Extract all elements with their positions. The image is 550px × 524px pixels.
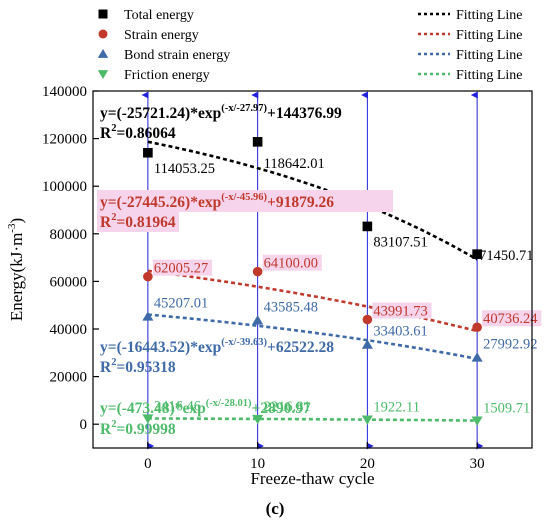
legend-fit-label: Fitting Line (456, 68, 523, 83)
data-point (252, 414, 264, 425)
y-tick-label: 100000 (42, 179, 87, 195)
data-label: 114053.25 (154, 161, 215, 177)
legend: Total energy Fitting Line Strain energy Fit… (97, 8, 523, 83)
data-labels: 114053.25 118642.01 83107.51 71450.71 62005.… (152, 156, 542, 417)
y-axis-label: Energy(kJ·m-3) (6, 218, 26, 321)
equation-highlight (97, 210, 179, 232)
data-point (142, 414, 154, 424)
fit-equation: y=(-25721.24)*exp(-x/-27.97)+144376.99 (100, 103, 342, 122)
data-point (361, 339, 373, 349)
data-point (362, 221, 373, 232)
data-label-bg (262, 254, 322, 271)
y-tick-label: 0 (80, 417, 88, 433)
y-tick-label: 40000 (50, 322, 88, 338)
fit-r-squared: R2=0.86064 (100, 123, 176, 142)
y-tick-label: 20000 (50, 370, 88, 386)
plot-area-frame (92, 90, 533, 449)
fit-r-squared: R2=0.81964 (100, 212, 176, 231)
legend-marker (98, 9, 108, 19)
data-label: 27992.92 (483, 337, 537, 353)
legend-fit-label: Fitting Line (456, 28, 523, 43)
panel-label: (c) (266, 499, 285, 518)
data-label: 43585.48 (264, 299, 318, 315)
data-point (252, 266, 263, 277)
data-label: 71450.71 (479, 248, 533, 264)
data-point (143, 147, 153, 158)
data-label: 83107.51 (373, 234, 427, 250)
fit-equation: y=(-27445.26)*exp(-x/-45.96)+91879.26 (100, 192, 334, 211)
data-label: 62005.27 (154, 261, 208, 277)
data-point (142, 311, 154, 321)
data-label: 64100.00 (264, 256, 318, 272)
legend-marker (98, 29, 108, 39)
legend-fit-label: Fitting Line (456, 48, 523, 63)
legend-label: Strain energy (124, 28, 199, 43)
data-label: 45207.01 (154, 296, 208, 312)
data-point (143, 271, 153, 282)
x-tick-label: 10 (250, 456, 265, 472)
x-axis-label: Freeze-thaw cycle (250, 469, 374, 488)
data-label-bg (482, 310, 542, 327)
legend-label: Bond strain energy (124, 48, 230, 63)
axes: 0 20000 40000 60000 80000 100000 120000 140000 0… (42, 84, 485, 472)
data-point (471, 416, 483, 426)
data-point (252, 315, 264, 325)
y-tick-label: 120000 (42, 132, 87, 148)
fitting-lines (147, 140, 478, 422)
x-tick-label: 30 (470, 456, 485, 472)
fit-equation: y=(-16443.52)*exp(-x/-39.63)+62522.28 (100, 337, 334, 356)
equation-highlight (97, 190, 393, 212)
fit-r-squared: R2=0.99998 (100, 419, 176, 438)
fit-line-2 (147, 313, 478, 361)
data-point (472, 322, 482, 333)
data-point (472, 249, 482, 259)
data-label: 1509.71 (483, 401, 530, 417)
legend-fit-label: Fitting Line (456, 8, 523, 23)
fit-line-3 (147, 417, 478, 422)
data-label: 2216.81 (264, 399, 311, 415)
data-label: 118642.01 (264, 156, 325, 172)
legend-marker (97, 70, 109, 79)
y-tick-label: 60000 (50, 274, 88, 290)
data-point (362, 314, 373, 325)
y-tick-label: 80000 (50, 227, 88, 243)
data-label-bg (152, 259, 213, 276)
data-point (471, 352, 483, 362)
x-tick-label: 20 (360, 456, 375, 472)
data-label: 33403.61 (373, 324, 427, 340)
fit-equation: y=(-473.48)*exp(-x/-28.01)+2890.97 (100, 398, 311, 417)
x-tick-label: 0 (144, 456, 152, 472)
data-label-bg (372, 302, 432, 319)
data-label: 43991.73 (373, 303, 427, 319)
fit-equations: y=(-25721.24)*exp(-x/-27.97)+144376.99R2… (97, 103, 393, 438)
legend-label: Total energy (124, 8, 194, 23)
data-points (142, 137, 483, 426)
data-point (252, 137, 263, 147)
data-point (361, 415, 373, 425)
y-tick-label: 140000 (42, 84, 87, 100)
data-label: 1922.11 (373, 400, 420, 416)
data-label: 2416.46 (154, 398, 201, 414)
data-label: 40736.24 (483, 311, 538, 327)
fit-r-squared: R2=0.95318 (100, 357, 176, 376)
legend-marker (97, 49, 109, 58)
fit-line-0 (147, 140, 478, 261)
legend-label: Friction energy (124, 68, 210, 83)
